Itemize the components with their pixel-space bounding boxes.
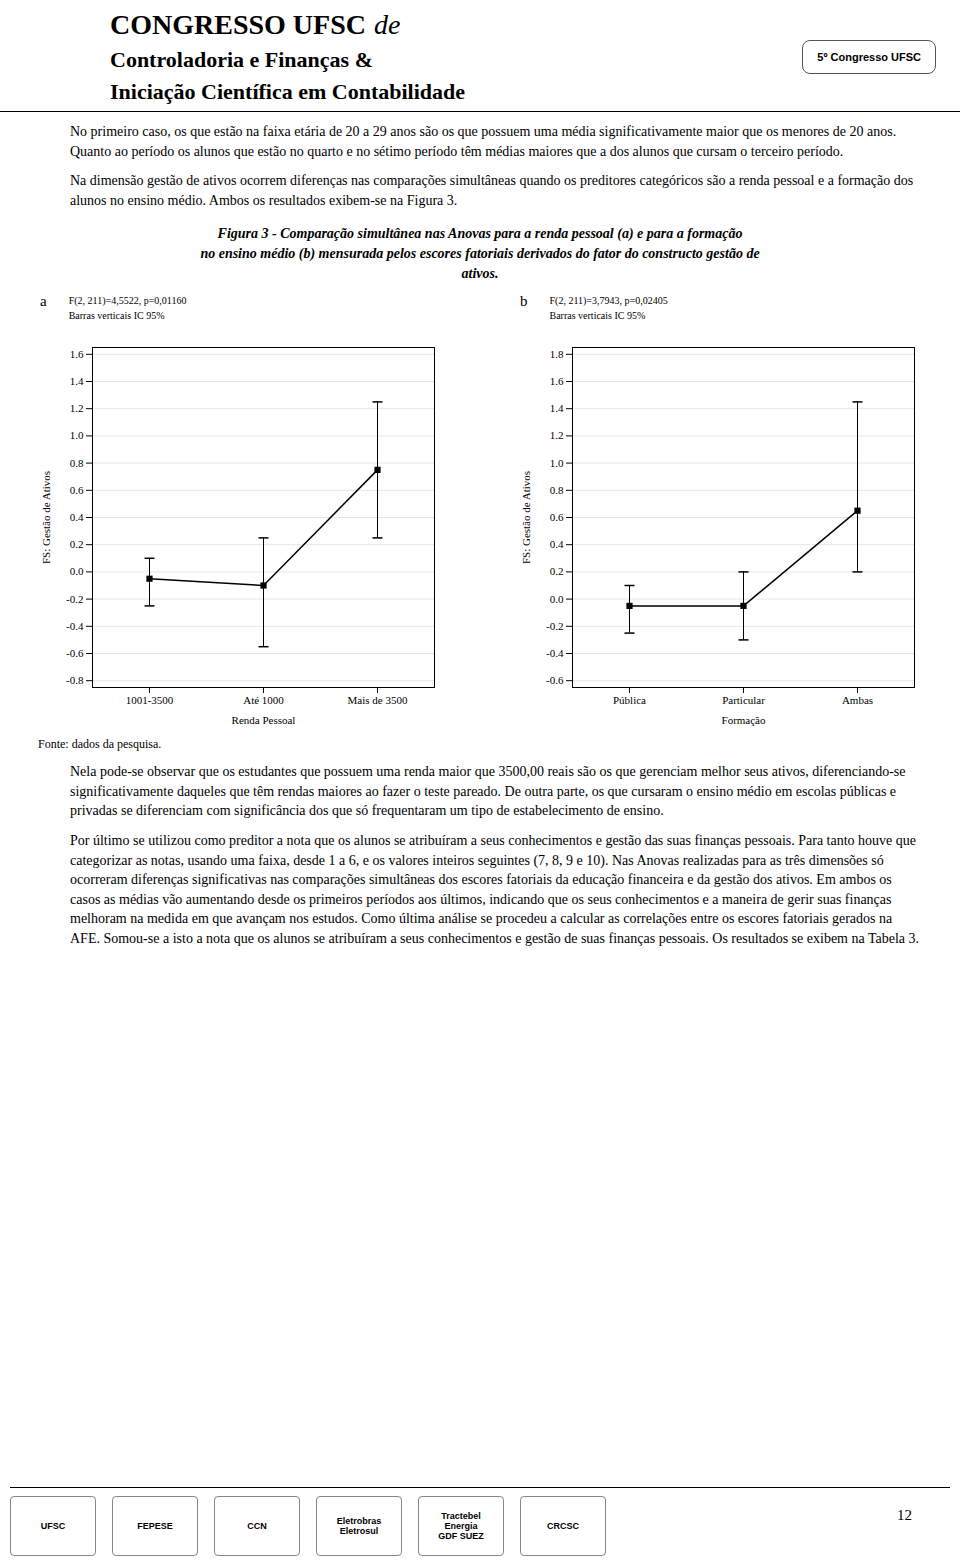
html-text:Figura 3 - Comparação simultân: Figura 3 - Comparação simultânea nas Ano… [217, 226, 743, 242]
html-text:No primeiro caso, os que estão: No primeiro caso, os que estão na faixa … [70, 124, 897, 159]
html-text:F(2, 211)=4,5522, p=0,01160: F(2, 211)=4,5522, p=0,01160 [68, 295, 187, 307]
svg-text:-0.6: -0.6 [66, 647, 84, 659]
svg-text:-0.4: -0.4 [546, 647, 564, 659]
html-text:Fonte: dados da pesquisa.: Fonte: dados da pesquisa. [38, 737, 162, 752]
html-text:F(2, 211)=3,7943, p=0,02405: F(2, 211)=3,7943, p=0,02405 [549, 295, 668, 307]
svg-text:0.6: 0.6 [70, 484, 84, 496]
svg-text:1001-3500: 1001-3500 [126, 694, 174, 706]
html-text:Na dimensão gestão de ativos o: Na dimensão gestão de ativos ocorrem dif… [70, 173, 914, 208]
html-text:a: a [40, 293, 47, 310]
html-text:Barras verticais IC 95%: Barras verticais IC 95% [549, 310, 646, 322]
svg-text:1.4: 1.4 [70, 375, 84, 387]
svg-text:Mais de 3500: Mais de 3500 [348, 694, 408, 706]
html-text:ativos.: ativos. [461, 265, 499, 281]
svg-text:1.8: 1.8 [550, 348, 564, 360]
svg-text:0.4: 0.4 [70, 511, 84, 523]
svg-text:0.0: 0.0 [550, 593, 564, 605]
html-text:Por último se utilizou como pr: Por último se utilizou como preditor a n… [70, 832, 920, 946]
html-text:CRCSC: CRCSC [547, 1521, 579, 1531]
svg-text:1.4: 1.4 [550, 402, 564, 414]
html-text:CCN: CCN [247, 1521, 267, 1531]
svg-text:Pública: Pública [613, 694, 646, 706]
svg-text:1.6: 1.6 [70, 348, 84, 360]
svg-text:1.0: 1.0 [70, 430, 84, 442]
svg-text:FS: Gestão de Ativos: FS: Gestão de Ativos [520, 471, 532, 564]
svg-text:1.2: 1.2 [550, 430, 564, 442]
svg-text:1.6: 1.6 [550, 375, 564, 387]
svg-text:0.2: 0.2 [550, 566, 564, 578]
html-text:Nela pode-se observar que os e: Nela pode-se observar que os estudantes … [70, 764, 906, 819]
html-text:5º Congresso UFSC: 5º Congresso UFSC [817, 50, 921, 63]
svg-text:-0.8: -0.8 [66, 674, 84, 686]
svg-text:-0.2: -0.2 [66, 593, 83, 605]
svg-text:-0.4: -0.4 [66, 620, 84, 632]
html-text:CONGRESSO UFSC de: CONGRESSO UFSC de [110, 8, 401, 40]
svg-text:0.8: 0.8 [550, 484, 564, 496]
html-text:Tractebel Energia GDF SUEZ: Tractebel Energia GDF SUEZ [438, 1511, 484, 1541]
html-text:Barras verticais IC 95%: Barras verticais IC 95% [68, 310, 165, 322]
html-text:FEPESE: FEPESE [137, 1521, 173, 1531]
svg-text:Particular: Particular [722, 694, 765, 706]
svg-text:0.8: 0.8 [70, 457, 84, 469]
svg-text:Ambas: Ambas [842, 694, 873, 706]
html-text:no ensino médio (b) mensurada: no ensino médio (b) mensurada pelos esco… [200, 246, 760, 261]
svg-text:-0.6: -0.6 [546, 674, 564, 686]
svg-text:0.4: 0.4 [550, 538, 564, 550]
html-text:UFSC: UFSC [40, 1521, 66, 1531]
html-text:Eletrobras Eletrosul: Eletrobras Eletrosul [336, 1516, 382, 1536]
svg-text:0.0: 0.0 [70, 566, 84, 578]
svg-text:0.2: 0.2 [70, 538, 84, 550]
html-text:12: 12 [897, 1507, 912, 1523]
html-text:Controladoria e Finanças &: Controladoria e Finanças & [110, 46, 373, 72]
svg-text:Até 1000: Até 1000 [243, 694, 284, 706]
svg-text:-0.2: -0.2 [546, 620, 563, 632]
svg-text:1.2: 1.2 [70, 402, 84, 414]
svg-text:FS: Gestão de Ativos: FS: Gestão de Ativos [40, 471, 52, 564]
html-text:Iniciação Científica em Contab: Iniciação Científica em Contabilidade [110, 78, 465, 104]
svg-text:0.6: 0.6 [550, 511, 564, 523]
svg-text:Renda Pessoal: Renda Pessoal [232, 714, 296, 726]
svg-text:1.0: 1.0 [550, 457, 564, 469]
html-text:b: b [520, 293, 528, 310]
svg-text:Formação: Formação [722, 714, 766, 726]
